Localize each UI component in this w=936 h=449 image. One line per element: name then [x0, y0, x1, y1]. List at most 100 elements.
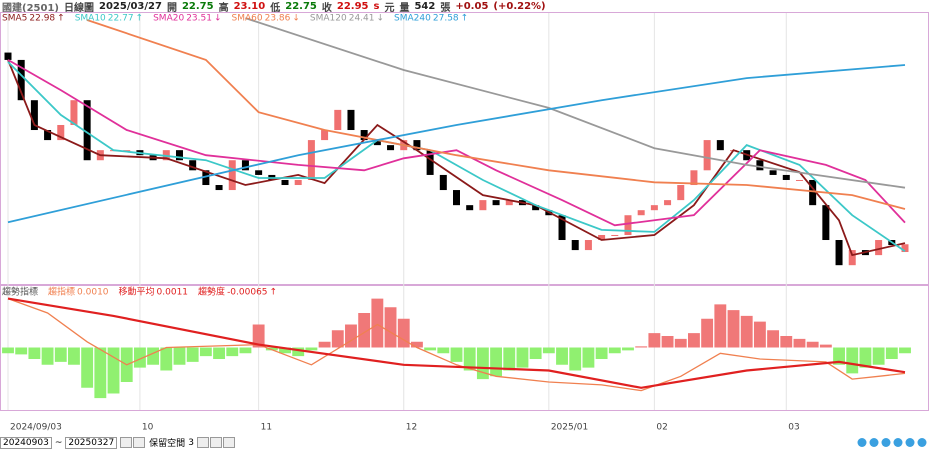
candle-body [637, 210, 645, 216]
histogram-bar [41, 347, 54, 365]
legend-text: ↓ [292, 14, 300, 24]
candle-body [677, 185, 685, 201]
candle-body [123, 150, 131, 152]
candle-body [17, 59, 25, 101]
histogram-bar [780, 336, 793, 348]
histogram-bar [622, 347, 634, 351]
candle-body [584, 240, 592, 251]
legend-text: 22.98 [29, 14, 55, 24]
legend-text: 23.51 [186, 14, 212, 24]
x-tick-label: 2024/09/03 [10, 423, 62, 433]
date-from[interactable]: 20240903 [0, 436, 52, 449]
histogram-bar [674, 338, 687, 348]
header-item: 張 [440, 2, 451, 14]
candle-body [4, 52, 12, 60]
histogram-bar [516, 347, 529, 368]
legend-text: 趨指標 [48, 286, 75, 298]
header-item: 2025/03/27 [98, 0, 162, 12]
histogram-bar [186, 347, 199, 362]
histogram-bar [384, 307, 397, 348]
candle-body [664, 200, 672, 206]
candle-body [426, 150, 434, 175]
candle-body [57, 124, 65, 141]
legend-text: SMA20 [153, 14, 184, 24]
indicator-line [7, 297, 906, 389]
candle-body [321, 130, 329, 141]
candle-body [387, 145, 395, 151]
legend-text: 0.0011 [157, 288, 189, 298]
candle-body [439, 174, 447, 191]
histogram-bar [833, 347, 845, 365]
candle-body [624, 215, 632, 235]
header-item: 元 [384, 2, 395, 14]
ma-line [245, 17, 906, 189]
header-item: s [373, 0, 380, 12]
header-item: 22.75 [285, 0, 317, 12]
histogram-bar [490, 347, 503, 377]
header-item: 22.75 [181, 0, 214, 12]
histogram-bar [15, 347, 28, 355]
legend-text: 27.58 [433, 14, 459, 24]
histogram-bar [358, 313, 371, 348]
legend-text: ↑ [270, 288, 278, 298]
legend-text: SMA10 [75, 14, 106, 24]
candle-body [848, 250, 856, 266]
histogram-bar [437, 347, 450, 354]
candle-body [782, 174, 790, 180]
play-buttons[interactable] [856, 437, 936, 448]
candle-body [44, 130, 52, 141]
histogram-bar [265, 347, 278, 351]
histogram-bar [147, 347, 160, 365]
candle-body [795, 179, 803, 181]
candle-body [505, 200, 513, 206]
x-tick-label: 2025/01 [551, 423, 588, 433]
candle-body [215, 185, 223, 191]
histogram-bar [556, 347, 568, 365]
candle-body [413, 140, 421, 151]
ma-line [7, 59, 906, 257]
x-tick-label: 03 [788, 423, 799, 433]
candle-body [228, 160, 236, 191]
candle-body [875, 240, 883, 256]
histogram-bar [133, 347, 146, 368]
candle-body [241, 160, 249, 171]
legend-text: 24.41 [349, 14, 375, 24]
candle-body [611, 234, 619, 236]
histogram-bar [885, 347, 898, 359]
histogram-bar [226, 347, 239, 357]
legend-text: ↑ [461, 14, 469, 24]
candle-body [307, 140, 315, 180]
nav-buttons[interactable] [196, 437, 237, 448]
histogram-bar [239, 347, 252, 354]
zoom-buttons[interactable] [120, 437, 146, 448]
candle-body [571, 240, 579, 251]
candle-body [255, 170, 263, 175]
legend-text: SMA120 [310, 14, 347, 24]
candle-body [809, 179, 817, 206]
date-to[interactable]: 20250327 [65, 436, 118, 449]
legend-text: -0.00065 [227, 288, 267, 298]
header-item: 國建(2501) [2, 2, 59, 14]
candle-body [703, 140, 711, 171]
histogram-bar [569, 347, 582, 371]
histogram-bar [331, 330, 344, 348]
histogram-bar [68, 347, 80, 365]
ma-line [86, 19, 906, 210]
header-item: 高 [218, 2, 229, 14]
candle-body [756, 160, 764, 171]
histogram-bar [173, 347, 186, 365]
histogram-bar [107, 347, 120, 394]
histogram-bar [450, 347, 463, 362]
histogram-bar [503, 347, 516, 371]
legend-text: SMA240 [394, 14, 431, 24]
legend-text: ↑ [136, 14, 144, 24]
histogram-bar [81, 347, 94, 388]
histogram-bar [635, 346, 648, 348]
header-item: 22.95 [336, 0, 369, 12]
histogram-bar [199, 347, 212, 357]
candle-body [598, 234, 606, 241]
histogram-bar [213, 347, 225, 359]
legend-text: SMA60 [232, 14, 263, 24]
space-label: 保留空間 [149, 439, 186, 449]
x-tick-label: 11 [261, 423, 272, 433]
